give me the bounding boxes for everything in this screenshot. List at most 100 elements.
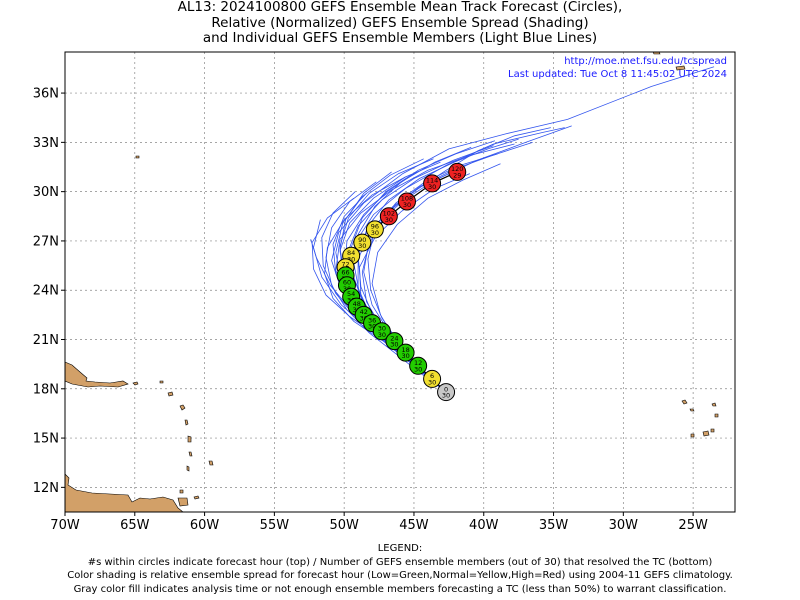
lat-tick-label: 18N <box>33 382 59 397</box>
legend-line-1: #s within circles indicate forecast hour… <box>87 556 713 568</box>
member-count-label: 30 <box>442 392 450 400</box>
forecast-hour-label: 72 <box>341 260 349 268</box>
lon-tick-label: 30W <box>609 518 639 533</box>
island-virgin-islands <box>132 381 139 386</box>
lat-tick-label: 15N <box>33 432 59 447</box>
forecast-hour-label: 12 <box>414 359 422 367</box>
lon-tick-label: 70W <box>50 518 80 533</box>
forecast-hour-label: 42 <box>360 308 368 316</box>
island-trinidad <box>177 497 189 507</box>
member-count-label: 30 <box>358 242 366 250</box>
forecast-circle <box>437 383 456 402</box>
forecast-hour-label: 90 <box>358 236 366 244</box>
mainland-south-america <box>64 473 184 513</box>
lat-tick-label: 33N <box>33 136 59 151</box>
forecast-hour-label: 30 <box>378 324 386 332</box>
title-line-3: and Individual GEFS Ensemble Members (Li… <box>202 30 598 46</box>
island-cape-verde-3 <box>711 402 717 407</box>
island-puerto-rico <box>64 361 129 388</box>
lat-tick-label: 21N <box>33 333 59 348</box>
legend: LEGEND: #s within circles indicate forec… <box>0 542 800 596</box>
island-cape-verde-2 <box>689 408 695 412</box>
lon-tick-label: 35W <box>539 518 569 533</box>
island-azores-2 <box>675 65 686 71</box>
title-line-1: AL13: 2024100800 GEFS Ensemble Mean Trac… <box>177 0 623 15</box>
forecast-hour-label: 36 <box>368 316 376 324</box>
credit-updated: Last updated: Tue Oct 8 11:45:02 UTC 202… <box>508 69 727 80</box>
forecast-hour-label: 108 <box>401 195 413 203</box>
member-count-label: 30 <box>403 201 411 209</box>
island-martinique <box>187 435 192 443</box>
forecast-circle <box>423 369 442 388</box>
forecast-hour-label: 102 <box>383 209 395 217</box>
island-antigua <box>167 391 174 397</box>
ensemble-mean-track: 1202911430108301023096309030843072306630… <box>336 162 467 402</box>
forecast-hour-label: 96 <box>371 223 379 231</box>
longitude-labels: 70W 65W 60W 55W 50W 45W 40W 35W 30W 25W <box>50 518 708 533</box>
island-st-vincent <box>186 465 190 472</box>
lat-tick-label: 27N <box>33 234 59 249</box>
island-cape-verde-5 <box>690 433 695 438</box>
forecast-hour-label: 54 <box>347 290 355 298</box>
member-count-label: 30 <box>347 255 355 263</box>
lat-tick-label: 30N <box>33 185 59 200</box>
lat-tick-label: 36N <box>33 87 59 102</box>
lon-tick-label: 45W <box>399 518 429 533</box>
legend-heading: LEGEND: <box>377 543 423 554</box>
forecast-circle <box>385 332 404 351</box>
lon-tick-label: 25W <box>678 518 708 533</box>
island-cape-verde-4 <box>714 413 719 418</box>
island-dominica <box>184 419 189 426</box>
forecast-circle <box>379 207 398 226</box>
forecast-circle <box>448 162 467 181</box>
island-cape-verde-6 <box>702 430 710 437</box>
member-count-label: 30 <box>390 341 398 349</box>
lon-tick-label: 65W <box>120 518 150 533</box>
credit-url[interactable]: http://moe.met.fsu.edu/tcspread <box>564 56 727 67</box>
lon-tick-label: 60W <box>190 518 220 533</box>
figure-title: AL13: 2024100800 GEFS Ensemble Mean Trac… <box>0 0 800 47</box>
forecast-circle <box>365 220 384 239</box>
member-count-label: 30 <box>414 365 422 373</box>
member-count-label: 30 <box>360 314 368 322</box>
island-cape-verde-7 <box>710 428 715 433</box>
title-line-2: Relative (Normalized) GEFS Ensemble Spre… <box>211 14 589 31</box>
lat-tick-label: 24N <box>33 284 59 299</box>
island-islet-1 <box>135 155 140 159</box>
latitude-labels: 12N 15N 18N 21N 24N 27N 30N 33N 36N <box>33 87 59 496</box>
legend-line-3: Gray color fill indicates analysis time … <box>73 583 727 595</box>
island-guadeloupe <box>179 404 186 411</box>
forecast-point: 630 <box>423 369 442 388</box>
forecast-hour-label: 0 <box>444 385 448 393</box>
map-background <box>65 52 735 512</box>
forecast-point: 030 <box>437 383 456 402</box>
member-count-label: 29 <box>453 172 461 180</box>
forecast-circle <box>423 174 442 193</box>
forecast-circle <box>396 343 415 362</box>
forecast-circle <box>353 233 372 252</box>
forecast-hour-label: 114 <box>426 177 438 185</box>
member-count-label: 30 <box>378 331 386 339</box>
forecast-circle <box>409 356 428 375</box>
forecast-hour-label: 66 <box>341 269 349 277</box>
forecast-hour-label: 18 <box>401 346 409 354</box>
land-masses <box>64 51 719 513</box>
legend-line-2: Color shading is relative ensemble sprea… <box>67 570 733 581</box>
island-st-lucia <box>188 451 193 457</box>
forecast-hour-label: 60 <box>343 278 351 286</box>
lat-tick-label: 12N <box>33 481 59 496</box>
island-barbados <box>208 460 214 466</box>
forecast-circle <box>397 192 416 211</box>
member-count-label: 30 <box>385 216 393 224</box>
member-count-label: 30 <box>401 352 409 360</box>
member-count-label: 30 <box>368 323 376 331</box>
